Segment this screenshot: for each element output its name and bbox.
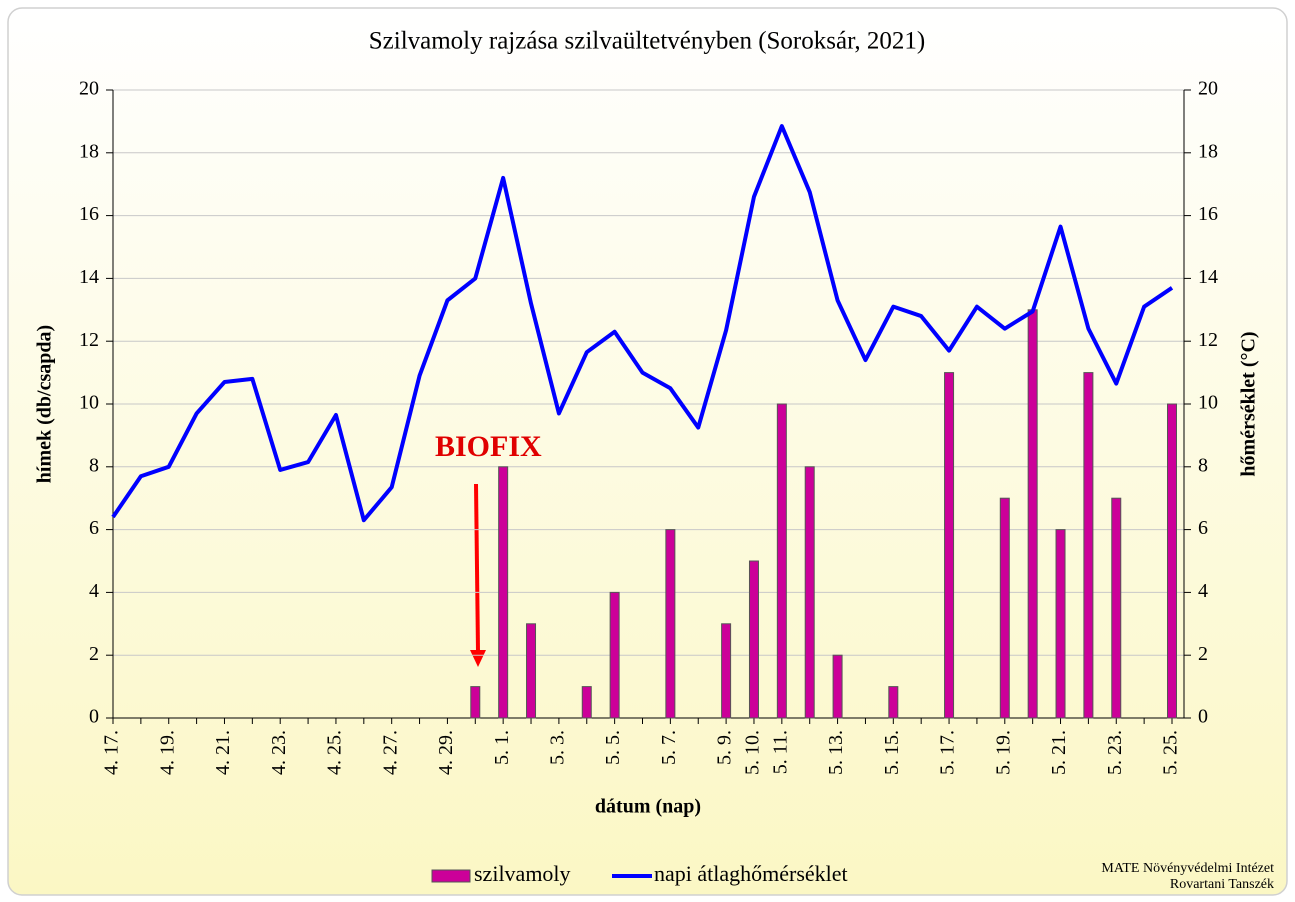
y2-tick-label: 10 xyxy=(1198,392,1218,414)
bar xyxy=(832,654,843,719)
bar xyxy=(944,372,955,719)
x-tick-label: 4. 29. xyxy=(435,730,457,775)
y2-tick-label: 20 xyxy=(1198,78,1218,100)
bar xyxy=(581,686,592,719)
x-tick-label: 4. 23. xyxy=(268,730,290,775)
y2-tick-label: 6 xyxy=(1198,517,1208,539)
x-tick-label: 5. 1. xyxy=(491,730,513,765)
x-tick-label: 5. 19. xyxy=(992,730,1014,775)
y-tick-label: 8 xyxy=(89,454,99,476)
x-tick-label: 5. 10. xyxy=(742,730,764,775)
bar xyxy=(498,466,509,719)
y2-axis-label: hőmérséklet (°C) xyxy=(1238,331,1260,476)
bar xyxy=(1083,372,1094,719)
y-tick-label: 20 xyxy=(79,78,99,100)
y-tick-label: 0 xyxy=(89,706,99,728)
x-tick-label: 5. 5. xyxy=(602,730,624,765)
x-tick-label: 5. 17. xyxy=(937,730,959,775)
chart-frame xyxy=(7,7,1288,896)
bar xyxy=(888,686,899,719)
y2-tick-label: 2 xyxy=(1198,643,1208,665)
y2-tick-label: 16 xyxy=(1198,203,1218,225)
y-tick-label: 10 xyxy=(79,392,99,414)
y2-tick-label: 0 xyxy=(1198,706,1208,728)
annotation: BIOFIX xyxy=(435,430,542,463)
y2-tick-label: 12 xyxy=(1198,329,1218,351)
bar xyxy=(999,497,1010,719)
x-tick-label: 5. 15. xyxy=(881,730,903,775)
bar xyxy=(1027,309,1038,719)
x-tick-label: 5. 13. xyxy=(825,730,847,775)
y2-tick-label: 14 xyxy=(1198,266,1218,288)
x-tick-label: 5. 3. xyxy=(546,730,568,765)
x-tick-label: 4. 21. xyxy=(212,730,234,775)
y-axis-label: hímek (db/csapda) xyxy=(34,325,56,483)
line xyxy=(111,124,1174,523)
bar xyxy=(776,403,787,719)
x-axis-label: dátum (nap) xyxy=(595,796,701,818)
y2-tick-label: 8 xyxy=(1198,454,1208,476)
legend-label: napi átlaghőmérséklet xyxy=(654,861,848,886)
y2-tick-label: 18 xyxy=(1198,140,1218,162)
footer: MATE Növényvédelmi Intézet xyxy=(1101,861,1274,876)
y2-tick-label: 4 xyxy=(1198,580,1208,602)
legend-swatch xyxy=(431,869,471,883)
bar xyxy=(804,466,815,719)
x-tick-label: 5. 25. xyxy=(1160,730,1182,775)
bar xyxy=(1055,529,1066,719)
legend-label: szilvamoly xyxy=(474,861,571,886)
bar xyxy=(1167,403,1177,719)
x-tick-label: 4. 19. xyxy=(156,730,178,775)
y-tick-label: 4 xyxy=(89,580,99,602)
x-tick-label: 5. 23. xyxy=(1104,730,1126,775)
bar xyxy=(665,529,676,719)
annotation-arrow xyxy=(474,483,480,653)
y-tick-label: 12 xyxy=(79,329,99,351)
x-tick-label: 5. 7. xyxy=(658,730,680,765)
x-tick-label: 4. 25. xyxy=(324,730,346,775)
chart-title: Szilvamoly rajzása szilvaültetvényben (S… xyxy=(369,28,925,55)
y-tick-label: 14 xyxy=(79,266,99,288)
bar xyxy=(721,623,732,719)
footer: Rovartani Tanszék xyxy=(1170,877,1274,892)
x-tick-label: 4. 27. xyxy=(379,730,401,775)
x-tick-label: 5. 9. xyxy=(714,730,736,765)
bar xyxy=(526,623,537,719)
y-tick-label: 18 xyxy=(79,140,99,162)
annotation-arrowhead xyxy=(470,650,486,667)
bar xyxy=(1111,497,1122,719)
bar xyxy=(748,560,759,719)
x-tick-label: 5. 21. xyxy=(1048,730,1070,775)
bar xyxy=(609,591,620,719)
x-tick-label: 5. 11. xyxy=(769,730,791,774)
y-tick-label: 16 xyxy=(79,203,99,225)
bar xyxy=(470,686,481,719)
y-tick-label: 6 xyxy=(89,517,99,539)
y-tick-label: 2 xyxy=(89,643,99,665)
x-tick-label: 4. 17. xyxy=(101,730,123,775)
